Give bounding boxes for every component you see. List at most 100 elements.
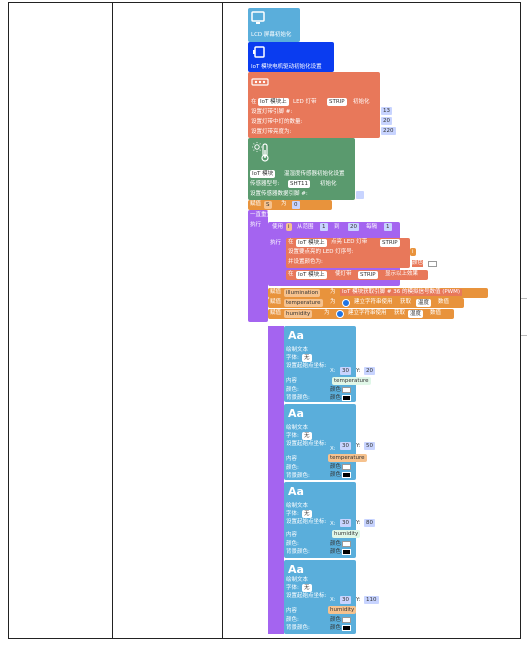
led-init-prefix: 在 (251, 99, 257, 105)
led-brightness-input[interactable]: 220 (381, 127, 396, 135)
set-illumination-block[interactable]: 赋值 illumination 为 IoT 模块获取引脚 # 36 的模拟信号数… (268, 288, 488, 298)
temp-kind-dropdown[interactable]: 温度 (416, 299, 432, 307)
hum-get: 获取 (394, 310, 406, 316)
s-value-input[interactable]: 0 (292, 201, 300, 209)
monitor-icon (251, 11, 265, 24)
illum-expr: IoT 模块获取引脚 # 36 的模拟信号数值 (PWM) (340, 289, 462, 296)
text-bg-word: 颜色 (330, 395, 342, 401)
text-font-dropdown[interactable]: 无 (302, 584, 312, 592)
text-bg-swatch[interactable] (342, 625, 351, 631)
repeat-do-label: 执行 (250, 222, 262, 228)
text-color-label: 颜色: (286, 387, 299, 393)
led-pin-label: 设置灯带引脚 #: (251, 109, 293, 115)
var-s-dropdown[interactable]: S (264, 201, 272, 209)
text-y-label: Y: (356, 520, 361, 526)
text-font-dropdown[interactable]: 无 (302, 354, 312, 362)
show-suffix: 显示以上效果 (385, 271, 419, 277)
lcd-init-block[interactable]: LCD 屏幕初始化 (248, 8, 300, 42)
text-font-dropdown[interactable]: 无 (302, 432, 312, 440)
led-init-mid: LED 灯带 (293, 99, 317, 105)
illum-to-label: 为 (330, 289, 336, 295)
lcd-init-label: LCD 屏幕初始化 (251, 32, 292, 38)
sensor-pin-input[interactable] (356, 191, 364, 199)
text-content-value[interactable]: temperature (332, 377, 371, 385)
sensor-module-dropdown[interactable]: IoT 模块 (250, 170, 276, 178)
hum-set-label: 赋值 (270, 310, 282, 316)
show-effect-block[interactable]: 在 IoT 模块上 使灯带 STRIP 显示以上效果 (286, 270, 428, 280)
motor-init-block[interactable]: IoT 模块电机驱动初始化设置 (248, 42, 334, 72)
text-bg-swatch[interactable] (342, 472, 351, 478)
text-y-input[interactable]: 50 (364, 442, 375, 450)
hum-to-label: 为 (324, 310, 330, 316)
text-font-label: 字体: (286, 355, 299, 361)
text-bg-swatch[interactable] (342, 395, 351, 401)
text-y-input[interactable]: 110 (364, 596, 379, 604)
text-pos-label: 设置起始点坐标: (286, 593, 327, 599)
gear-icon[interactable] (336, 310, 344, 318)
temp-num: 数值 (438, 299, 450, 305)
hum-kind-dropdown[interactable]: 湿度 (408, 310, 424, 318)
light-led-var[interactable]: i (410, 248, 416, 256)
sensor-model-dropdown[interactable]: SHT11 (288, 180, 310, 188)
set-humidity-block[interactable]: 赋值 humidity 为 建立字符串使用 获取 湿度 数值 (268, 309, 454, 319)
led-pin-input[interactable]: 13 (381, 107, 392, 115)
text-content-value[interactable]: temperature (328, 454, 367, 462)
draw-text-block-1[interactable]: Aa 绘制文本 字体: 无 设置起始点坐标: X: 内容 颜色: 背景颜色: (284, 326, 356, 402)
illum-var-dropdown[interactable]: illumination (284, 289, 321, 297)
for-end-input[interactable]: 20 (348, 223, 359, 231)
for-step-input[interactable]: 1 (384, 223, 392, 231)
set-s-label: 赋值 (250, 201, 262, 207)
text-bg-swatch[interactable] (342, 549, 351, 555)
text-y-label: Y: (356, 443, 361, 449)
led-init-strip-dropdown[interactable]: STRIP (327, 98, 347, 106)
text-y-input[interactable]: 20 (364, 367, 375, 375)
led-init-block[interactable]: 在 IoT 模块上 LED 灯带 STRIP 初始化 设置灯带引脚 #: 设置灯… (248, 72, 380, 138)
text-aa-icon: Aa (288, 485, 304, 498)
text-bg-word: 颜色 (330, 549, 342, 555)
repeat-forever-block[interactable]: 一直重复 执行 (248, 210, 272, 322)
text-content-value[interactable]: humidity (332, 530, 361, 538)
text-color-word: 颜色 (330, 617, 342, 623)
text-content-value[interactable]: humidity (328, 606, 357, 614)
temp-var-dropdown[interactable]: temperature (284, 299, 323, 307)
led-strip-icon (251, 78, 269, 86)
text-y-label: Y: (356, 368, 361, 374)
repeat-forever-label: 一直重复 (250, 212, 273, 218)
text-x-input[interactable]: 30 (340, 367, 351, 375)
for-start-input[interactable]: 1 (320, 223, 328, 231)
text-y-input[interactable]: 80 (364, 519, 375, 527)
side-marker (521, 298, 527, 299)
text-pos-label: 设置起始点坐标: (286, 441, 327, 447)
led-count-input[interactable]: 20 (381, 117, 392, 125)
gear-icon[interactable] (342, 299, 350, 307)
show-strip-dropdown[interactable]: STRIP (358, 271, 378, 279)
light-module-dropdown[interactable]: IoT 模块上 (296, 239, 327, 247)
show-module-dropdown[interactable]: IoT 模块上 (296, 271, 327, 279)
led-init-module-dropdown[interactable]: IoT 模块上 (258, 98, 289, 106)
text-color-word: 颜色 (330, 387, 342, 393)
set-temperature-block[interactable]: 赋值 temperature 为 建立字符串使用 获取 温度 数值 (268, 298, 464, 308)
text-color-swatch[interactable] (342, 387, 351, 393)
text-x-input[interactable]: 30 (340, 442, 351, 450)
text-content-label: 内容 (286, 608, 298, 614)
for-var-dropdown[interactable]: i (286, 223, 292, 231)
light-color-label: 并设置颜色为: (288, 259, 323, 265)
text-color-label: 颜色: (286, 617, 299, 623)
text-x-label: X: (330, 521, 336, 527)
hum-num: 数值 (430, 310, 442, 316)
text-color-swatch[interactable] (342, 464, 351, 470)
light-strip-dropdown[interactable]: STRIP (380, 239, 400, 247)
hum-var-dropdown[interactable]: humidity (284, 310, 313, 318)
text-x-input[interactable]: 30 (340, 519, 351, 527)
text-x-input[interactable]: 30 (340, 596, 351, 604)
text-font-dropdown[interactable]: 无 (302, 510, 312, 518)
for-step-label: 每隔 (366, 224, 378, 230)
light-color-swatch[interactable] (428, 261, 437, 267)
light-led-block[interactable]: 在 IoT 模块上 点亮 LED 灯带 STRIP 设置要点亮的 LED 灯序号… (286, 238, 410, 268)
set-s-block[interactable]: 赋值 S 为 0 (248, 200, 332, 210)
text-color-swatch[interactable] (342, 541, 351, 547)
sensor-init-block[interactable]: IoT 模块 温湿度传感器初始化设置 传感器型号: SHT11 初始化 设置传感… (248, 138, 355, 200)
show-mid: 使灯带 (335, 271, 352, 277)
text-color-swatch[interactable] (342, 617, 351, 623)
text-content-label: 内容 (286, 378, 298, 384)
